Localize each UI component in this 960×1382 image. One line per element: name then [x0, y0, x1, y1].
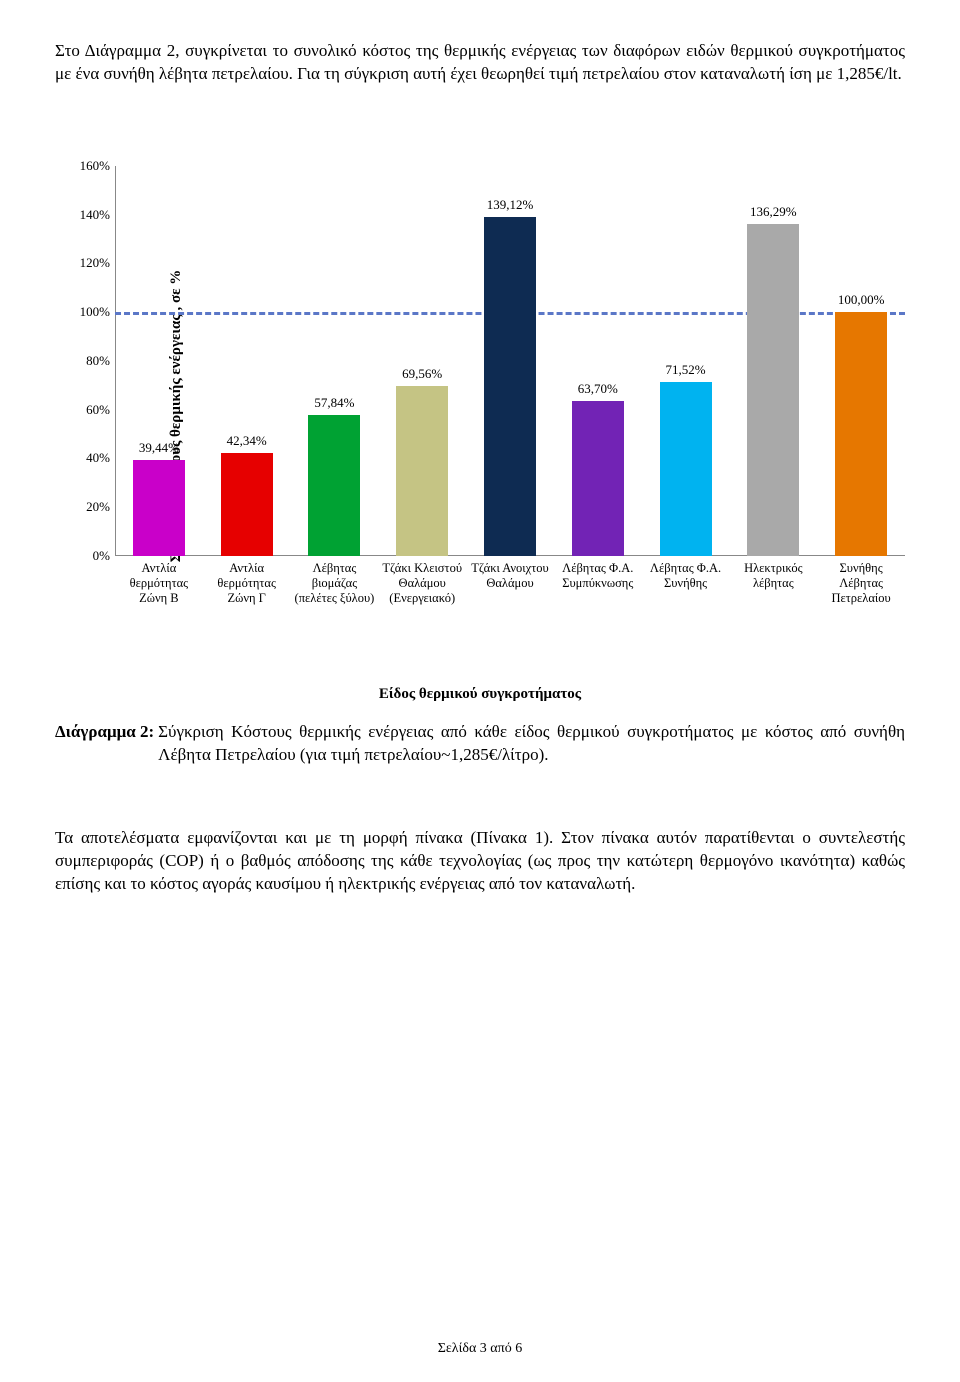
bar-value-label: 63,70%	[558, 381, 638, 397]
x-category-label: Τζάκι Κλειστού Θαλάμου (Ενεργειακό)	[378, 561, 466, 606]
bar	[133, 460, 185, 556]
bar-value-label: 39,44%	[119, 440, 199, 456]
bar-value-label: 139,12%	[470, 197, 550, 213]
y-tick: 120%	[65, 255, 110, 271]
x-category-label: Λέβητας Φ.Α. Συμπύκνωσης	[554, 561, 642, 591]
bar-value-label: 69,56%	[382, 366, 462, 382]
bar	[484, 217, 536, 556]
bar	[221, 453, 273, 556]
bar-value-label: 57,84%	[294, 395, 374, 411]
plot-area: 0%20%40%60%80%100%120%140%160%39,44%42,3…	[115, 166, 905, 556]
bar-value-label: 42,34%	[207, 433, 287, 449]
chart-caption: Διάγραμμα 2: Σύγκριση Κόστους θερμικής ε…	[55, 721, 905, 767]
y-tick: 140%	[65, 207, 110, 223]
intro-paragraph: Στο Διάγραμμα 2, συγκρίνεται το συνολικό…	[55, 40, 905, 86]
bar	[747, 224, 799, 556]
x-category-label: Αντλία θερμότητας Ζώνη Β	[115, 561, 203, 606]
x-category-label: Συνήθης Λέβητας Πετρελαίου	[817, 561, 905, 606]
bar-value-label: 136,29%	[733, 204, 813, 220]
x-category-label: Τζάκι Ανοιχτου Θαλάμου	[466, 561, 554, 591]
x-axis-label: Είδος θερμικού συγκροτήματος	[55, 686, 905, 703]
x-category-label: Λέβητας βιομάζας (πελέτες ξύλου)	[290, 561, 378, 606]
bar	[396, 386, 448, 556]
bar	[835, 312, 887, 556]
caption-label: Διάγραμμα 2:	[55, 721, 158, 767]
x-category-label: Αντλία θερμότητας Ζώνη Γ	[203, 561, 291, 606]
bar	[308, 415, 360, 556]
y-tick: 0%	[65, 548, 110, 564]
page: Στο Διάγραμμα 2, συγκρίνεται το συνολικό…	[0, 0, 960, 1382]
y-axis-line	[115, 166, 116, 556]
caption-text: Σύγκριση Κόστους θερμικής ενέργειας από …	[158, 721, 905, 767]
bar	[572, 401, 624, 556]
y-tick: 80%	[65, 353, 110, 369]
y-tick: 60%	[65, 402, 110, 418]
x-category-label: Λέβητας Φ.Α. Συνήθης	[642, 561, 730, 591]
y-tick: 100%	[65, 304, 110, 320]
y-tick: 40%	[65, 450, 110, 466]
bar-value-label: 100,00%	[821, 292, 901, 308]
y-tick: 20%	[65, 499, 110, 515]
bar	[660, 382, 712, 556]
x-category-label: Ηλεκτρικός λέβητας	[729, 561, 817, 591]
y-tick: 160%	[65, 158, 110, 174]
bar-chart: Σύγκριση Κόστους θερμικής ενέργειας , σε…	[55, 156, 905, 676]
bar-value-label: 71,52%	[646, 362, 726, 378]
results-paragraph: Τα αποτελέσματα εμφανίζονται και με τη μ…	[55, 827, 905, 896]
page-footer: Σελίδα 3 από 6	[0, 1341, 960, 1357]
x-categories: Αντλία θερμότητας Ζώνη ΒΑντλία θερμότητα…	[115, 561, 905, 641]
